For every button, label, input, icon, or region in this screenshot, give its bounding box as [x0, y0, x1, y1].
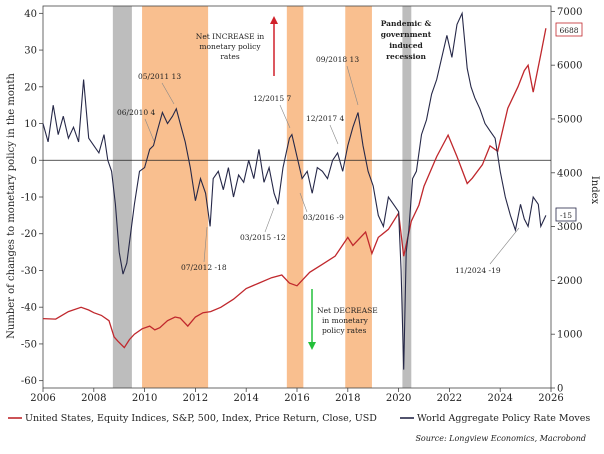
sp500-value-label: 6688	[555, 22, 583, 37]
x-tick-label: 2018	[335, 393, 360, 404]
svg-text:03/2015 -12: 03/2015 -12	[240, 233, 286, 242]
label-06-2010: 06/2010 4	[117, 108, 156, 142]
label-03-2015: 03/2015 -12	[240, 207, 286, 242]
left-tick-label: -60	[21, 376, 37, 387]
svg-text:06/2010 4: 06/2010 4	[117, 108, 156, 117]
svg-text:11/2024 -19: 11/2024 -19	[455, 266, 501, 275]
right-tick-label: 2000	[557, 276, 582, 287]
right-tick-label: 4000	[557, 168, 582, 179]
svg-text:policy rates: policy rates	[322, 326, 366, 335]
left-tick-label: 0	[31, 156, 37, 167]
net-increase-arrowhead	[270, 16, 278, 24]
x-tick-label: 2016	[284, 393, 309, 404]
left-tick-label: -30	[21, 266, 37, 277]
right-tick-label: 7000	[557, 7, 582, 18]
shade-recession-2008	[112, 6, 132, 388]
shade-easing-2010	[142, 6, 209, 388]
point-labels: 06/2010 4 05/2011 13 07/2012 -18 03/2015…	[117, 55, 520, 275]
x-tick-label: 2026	[538, 393, 563, 404]
left-axis-label: Number of changes to monetary policy in …	[6, 73, 17, 339]
svg-text:recession: recession	[386, 52, 426, 61]
policy-value-label: -15	[555, 207, 577, 222]
right-tick-label: 0	[557, 384, 563, 395]
label-09-2018: 09/2018 13	[316, 55, 359, 106]
right-tick-label: 5000	[557, 114, 582, 125]
right-tick-label: 6000	[557, 61, 582, 72]
policy-moves-line	[42, 11, 547, 370]
label-11-2024: 11/2024 -19	[455, 227, 520, 275]
svg-text:Pandemic &: Pandemic &	[381, 19, 432, 28]
left-tick-label: -20	[21, 229, 37, 240]
svg-text:6688: 6688	[559, 26, 578, 35]
shade-easing-2018	[345, 6, 372, 388]
legend-label-policy: World Aggregate Policy Rate Moves	[417, 413, 590, 424]
x-tick-label: 2020	[386, 393, 411, 404]
svg-text:monetary policy: monetary policy	[199, 42, 261, 51]
left-tick-label: -50	[21, 339, 37, 350]
x-tick-label: 2010	[132, 393, 157, 404]
sp500-line	[42, 28, 547, 349]
left-tick-label: 30	[24, 46, 37, 57]
legend: United States, Equity Indices, S&P, 500,…	[8, 413, 590, 424]
label-03-2016: 03/2016 -9	[299, 192, 344, 222]
right-axis-ticks: 7000 6000 5000 4000 3000 2000 1000 0	[551, 7, 582, 395]
svg-text:in monetary: in monetary	[322, 316, 369, 325]
left-tick-label: 20	[24, 82, 37, 93]
svg-text:12/2015 7: 12/2015 7	[253, 94, 292, 103]
left-tick-label: -40	[21, 303, 37, 314]
shade-easing-2015	[286, 6, 304, 388]
x-tick-label: 2024	[487, 393, 512, 404]
right-tick-label: 3000	[557, 222, 582, 233]
x-tick-label: 2006	[30, 393, 55, 404]
right-axis-label: Index	[589, 176, 600, 205]
x-axis-ticks: 2006 2008 2010 2012 2014 2016 2018 2020 2022 2024…	[30, 388, 564, 404]
source-note: Source: Longview Economics, Macrobond	[415, 434, 586, 443]
left-axis-ticks: 40 30 20 10 0 -10 -20 -30 -40 -50 -60	[21, 9, 43, 387]
x-tick-label: 2014	[233, 393, 258, 404]
svg-text:07/2012 -18: 07/2012 -18	[181, 263, 227, 272]
svg-text:induced: induced	[389, 41, 423, 50]
left-tick-label: 40	[24, 9, 37, 20]
left-tick-label: -10	[21, 193, 37, 204]
right-tick-label: 1000	[557, 330, 582, 341]
label-12-2017: 12/2017 4	[306, 114, 345, 145]
net-increase-note: Net INCREASE in monetary policy rates	[196, 32, 265, 61]
shade-recession-2020	[402, 6, 412, 388]
legend-label-sp500: United States, Equity Indices, S&P, 500,…	[25, 413, 377, 424]
left-tick-label: 10	[24, 119, 37, 130]
label-07-2012: 07/2012 -18	[181, 226, 227, 272]
svg-text:-15: -15	[560, 211, 572, 220]
svg-text:government: government	[381, 30, 432, 39]
shaded-periods	[112, 6, 412, 388]
svg-text:09/2018 13: 09/2018 13	[316, 55, 359, 64]
label-12-2015: 12/2015 7	[253, 94, 292, 129]
x-tick-label: 2012	[183, 393, 208, 404]
svg-text:Net INCREASE in: Net INCREASE in	[196, 32, 265, 41]
x-tick-label: 2008	[81, 393, 106, 404]
svg-text:03/2016 -9: 03/2016 -9	[303, 213, 344, 222]
net-decrease-arrowhead	[308, 342, 316, 350]
svg-text:12/2017 4: 12/2017 4	[306, 114, 345, 123]
svg-text:05/2011 13: 05/2011 13	[138, 72, 181, 81]
x-tick-label: 2022	[437, 393, 462, 404]
svg-text:Net DECREASE: Net DECREASE	[317, 306, 378, 315]
pandemic-note: Pandemic & government induced recession	[381, 19, 432, 61]
label-05-2011: 05/2011 13	[138, 72, 181, 105]
net-decrease-note: Net DECREASE in monetary policy rates	[317, 306, 378, 335]
svg-text:rates: rates	[220, 52, 240, 61]
